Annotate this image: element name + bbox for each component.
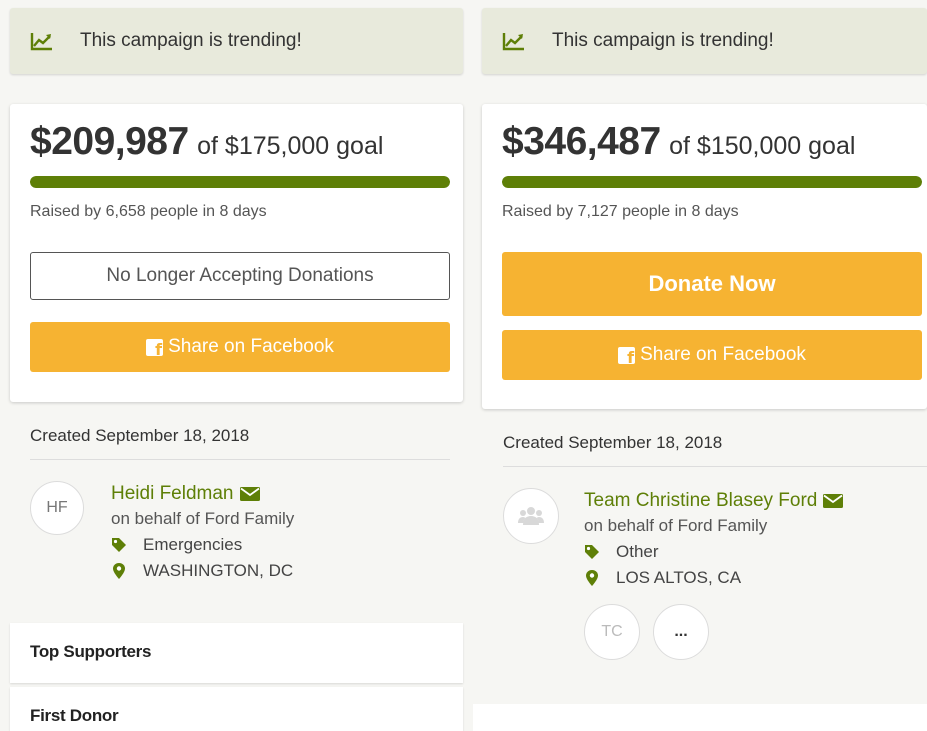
envelope-icon[interactable] [239,487,260,501]
envelope-icon[interactable] [823,494,844,508]
share-label: Share on Facebook [640,344,806,365]
location-row: LOS ALTOS, CA [584,568,741,588]
organizer-name[interactable]: Team Christine Blasey Ford [584,490,818,511]
top-supporters-panel: Top Supporters [10,623,463,683]
share-facebook-button[interactable]: f Share on Facebook [502,330,922,380]
tag-icon [585,545,599,559]
created-date: Created September 18, 2018 [503,433,723,452]
trending-text: This campaign is trending! [80,30,302,51]
amount-raised: $346,487 [502,120,661,163]
amount-line: $209,987 of $175,000 goal [30,120,383,164]
goal-amount: of $150,000 goal [669,132,856,160]
category-row: Other [584,542,659,562]
facebook-icon: f [146,338,164,357]
on-behalf-of: on behalf of Ford Family [111,509,295,528]
right-campaign-column: This campaign is trending! $346,487 of $… [473,0,927,704]
more-team-members-button[interactable]: ... [653,604,709,660]
progress-fill [502,176,922,188]
map-marker-icon [586,570,598,586]
share-label: Share on Facebook [168,336,334,357]
location-row: WASHINGTON, DC [111,561,293,581]
organizer-name-row[interactable]: Heidi Feldman [111,483,260,505]
map-marker-icon [113,563,125,579]
team-avatar[interactable] [503,488,559,544]
progress-fill [30,176,450,188]
donation-card: $209,987 of $175,000 goal Raised by 6,65… [10,104,463,402]
location-text: LOS ALTOS, CA [616,568,742,587]
goal-amount: of $175,000 goal [197,132,384,160]
donation-card: $346,487 of $150,000 goal Raised by 7,12… [482,104,927,409]
progress-bar [30,176,450,188]
divider [30,459,450,460]
first-donor-title: First Donor [30,706,119,725]
location-text: WASHINGTON, DC [143,561,294,580]
team-member-avatar[interactable]: TC [584,604,640,660]
trending-banner: This campaign is trending! [10,8,463,74]
trending-up-icon [30,33,52,51]
first-donor-panel: First Donor [10,687,463,731]
trending-up-icon [502,33,524,51]
category-text[interactable]: Other [616,542,659,561]
category-text[interactable]: Emergencies [143,535,243,554]
tag-icon [112,538,126,552]
organizer-avatar[interactable]: HF [30,481,84,535]
organizer-name-row[interactable]: Team Christine Blasey Ford [584,490,844,512]
organizer-name[interactable]: Heidi Feldman [111,483,234,504]
facebook-icon: f [618,346,636,365]
left-campaign-column: This campaign is trending! $209,987 of $… [0,0,473,731]
trending-text: This campaign is trending! [552,30,774,51]
no-longer-accepting-button[interactable]: No Longer Accepting Donations [30,252,450,300]
amount-raised: $209,987 [30,120,189,163]
on-behalf-of: on behalf of Ford Family [584,516,768,535]
raised-summary: Raised by 6,658 people in 8 days [30,203,267,220]
users-icon [518,507,544,525]
progress-bar [502,176,922,188]
created-date: Created September 18, 2018 [30,426,250,445]
donate-now-button[interactable]: Donate Now [502,252,922,316]
amount-line: $346,487 of $150,000 goal [502,120,855,164]
category-row: Emergencies [111,535,242,555]
share-facebook-button[interactable]: f Share on Facebook [30,322,450,372]
raised-summary: Raised by 7,127 people in 8 days [502,203,739,220]
divider [503,466,927,467]
trending-banner: This campaign is trending! [482,8,927,74]
top-supporters-title: Top Supporters [30,642,152,661]
